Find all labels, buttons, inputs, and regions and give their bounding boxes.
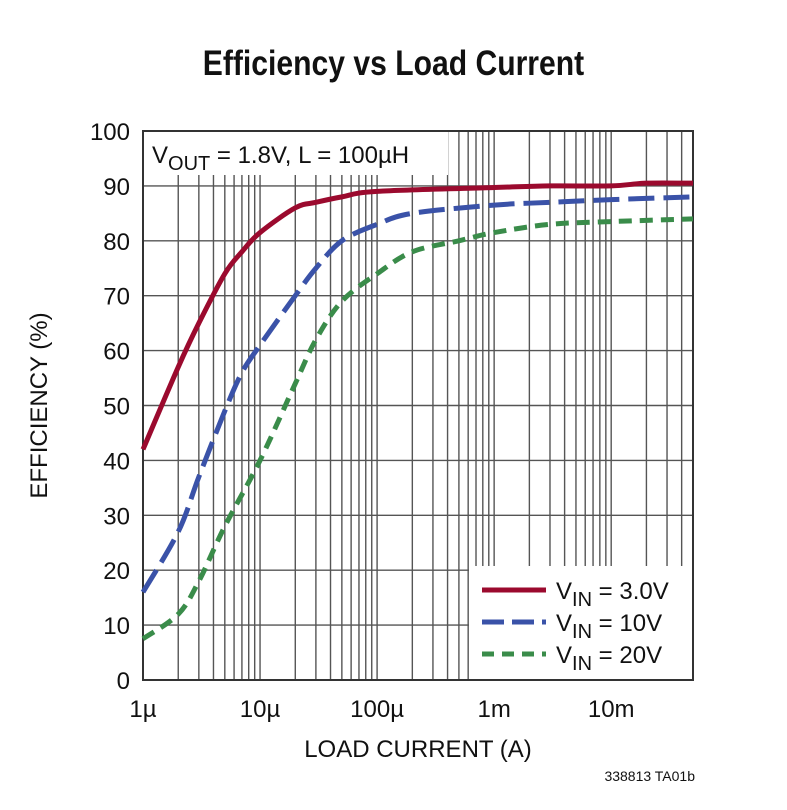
legend-background <box>469 566 692 679</box>
x-axis-label: LOAD CURRENT (A) <box>304 736 532 763</box>
x-tick-label: 1µ <box>129 696 156 723</box>
y-tick-label: 90 <box>103 174 130 201</box>
y-tick-label: 30 <box>103 503 130 530</box>
x-tick-label: 10m <box>588 696 635 723</box>
y-axis-label: EFFICIENCY (%) <box>26 312 53 498</box>
x-tick-label: 100µ <box>350 696 404 723</box>
y-tick-label: 50 <box>103 394 130 421</box>
legend-label-1: VIN = 10V <box>556 610 662 643</box>
y-tick-label: 80 <box>103 229 130 256</box>
series-line-2 <box>141 216 694 641</box>
annotation-text: VOUT = 1.8V, L = 100µH <box>152 142 409 175</box>
series-line-1 <box>140 194 694 594</box>
y-tick-label: 0 <box>117 668 130 695</box>
legend-label-0: VIN = 3.0V <box>556 578 669 611</box>
series-line-0 <box>140 180 694 451</box>
y-tick-label: 40 <box>103 448 130 475</box>
annotation-background <box>144 132 448 175</box>
x-tick-label: 1m <box>477 696 510 723</box>
y-tick-label: 20 <box>103 558 130 585</box>
y-tick-label: 70 <box>103 284 130 311</box>
legend-label-2: VIN = 20V <box>556 642 662 675</box>
x-tick-label: 10µ <box>240 696 281 723</box>
y-tick-label: 100 <box>90 119 130 146</box>
plot-frame <box>142 130 694 681</box>
figure-code: 338813 TA01b <box>604 768 695 784</box>
y-tick-label: 10 <box>103 613 130 640</box>
chart-title: Efficiency vs Load Current <box>202 44 585 83</box>
y-tick-label: 60 <box>103 339 130 366</box>
